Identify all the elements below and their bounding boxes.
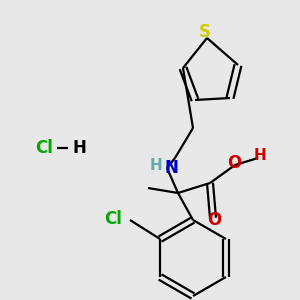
Text: H: H — [150, 158, 162, 172]
Text: Cl: Cl — [35, 139, 53, 157]
Text: Cl: Cl — [104, 210, 122, 228]
Text: H: H — [72, 139, 86, 157]
Text: S: S — [199, 23, 211, 41]
Text: O: O — [207, 211, 221, 229]
Text: H: H — [254, 148, 266, 164]
Text: N: N — [164, 159, 178, 177]
Text: O: O — [227, 154, 241, 172]
